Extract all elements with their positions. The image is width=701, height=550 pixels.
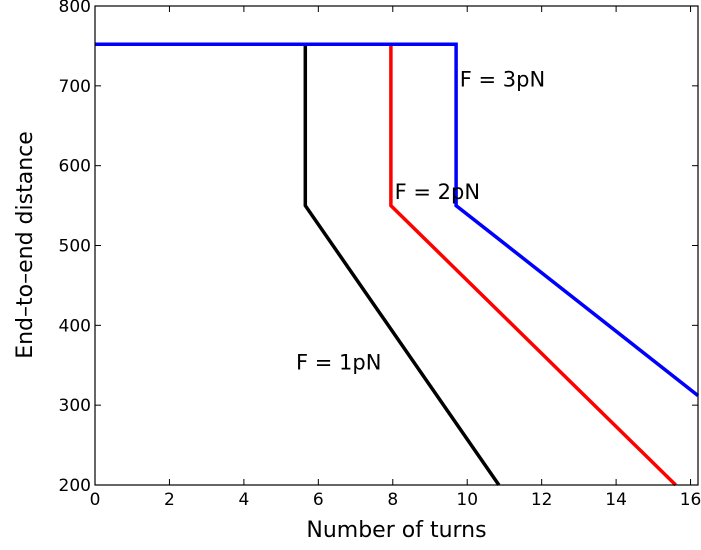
y-tick-label: 600 [59, 157, 91, 177]
x-tick-label: 12 [531, 490, 553, 510]
x-tick-label: 0 [90, 490, 101, 510]
y-tick-label: 400 [59, 316, 91, 336]
x-tick-label: 8 [387, 490, 398, 510]
tick-layer: 0 2 4 6 8 10 12 14 16 200 300 400 500 600 700 800 [59, 0, 701, 510]
y-tick-label: 300 [59, 396, 91, 416]
y-tick-label: 700 [59, 77, 91, 97]
x-tick-label: 6 [313, 490, 324, 510]
y-tick-label: 800 [59, 0, 91, 17]
x-axis-label: Number of turns [306, 518, 486, 543]
x-tick-label: 10 [456, 490, 478, 510]
x-tick-label: 14 [605, 490, 627, 510]
series-annotation-label: F = 3pN [460, 68, 545, 92]
x-tick-label: 4 [238, 490, 249, 510]
series-layer [95, 42, 700, 487]
x-tick-label: 2 [164, 490, 175, 510]
annotation-layer: F = 3pN F = 2pN F = 1pN [296, 68, 545, 375]
y-axis-label: End–to–end distance [13, 131, 38, 359]
series-line-3 [95, 42, 700, 397]
series-annotation-label: F = 1pN [296, 350, 381, 374]
plot-area [95, 6, 698, 485]
y-tick-label: 200 [59, 476, 91, 496]
x-tick-label: 16 [680, 490, 701, 510]
y-tick-label: 500 [59, 237, 91, 257]
series-annotation-label: F = 2pN [395, 180, 480, 204]
